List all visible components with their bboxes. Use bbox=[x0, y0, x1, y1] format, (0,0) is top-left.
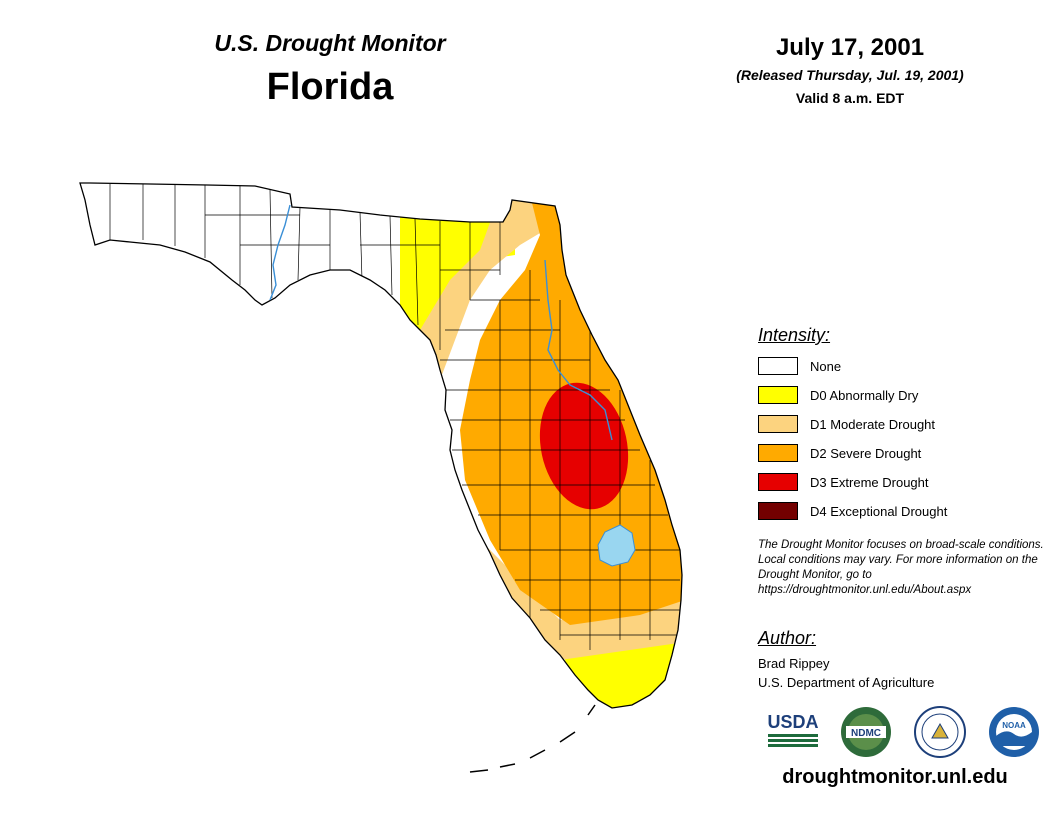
legend-swatch bbox=[758, 444, 798, 462]
website-url[interactable]: droughtmonitor.unl.edu bbox=[782, 766, 1008, 788]
legend-label: D2 Severe Drought bbox=[810, 445, 922, 461]
lake-okeechobee bbox=[597, 524, 636, 567]
disclaimer-note: The Drought Monitor focuses on broad-sca… bbox=[758, 539, 1044, 596]
release-date: (Released Thursday, Jul. 19, 2001) bbox=[736, 67, 964, 83]
legend-item: D4 Exceptional Drought bbox=[758, 501, 947, 521]
legend-swatch bbox=[758, 502, 798, 520]
legend-swatch bbox=[758, 386, 798, 404]
valid-time: Valid 8 a.m. EDT bbox=[795, 90, 905, 106]
st-johns-river bbox=[544, 259, 613, 441]
legend-heading: Intensity: bbox=[758, 325, 831, 345]
map-date: July 17, 2001 bbox=[775, 34, 925, 61]
legend-swatch bbox=[758, 415, 798, 433]
doc-logo[interactable] bbox=[914, 706, 966, 758]
legend-swatch bbox=[758, 357, 798, 375]
author-heading: Author: bbox=[758, 628, 817, 648]
noaa-logo[interactable]: NOAA bbox=[988, 706, 1040, 758]
d1-area bbox=[420, 195, 682, 660]
legend-swatch bbox=[758, 473, 798, 491]
author-organization: U.S. Department of Agriculture bbox=[758, 675, 935, 690]
ndmc-logo[interactable]: NDMC bbox=[840, 706, 892, 758]
map-subtitle: U.S. Drought Monitor bbox=[214, 30, 446, 56]
svg-text:NOAA: NOAA bbox=[1002, 721, 1026, 730]
legend-item: D3 Extreme Drought bbox=[758, 472, 929, 492]
legend-label: D4 Exceptional Drought bbox=[810, 503, 948, 519]
legend-label: D1 Moderate Drought bbox=[810, 416, 936, 432]
map-title: Florida bbox=[266, 66, 394, 108]
svg-text:USDA: USDA bbox=[767, 712, 818, 732]
legend-label: D3 Extreme Drought bbox=[810, 474, 929, 490]
author-name: Brad Rippey bbox=[758, 656, 830, 671]
florida-keys bbox=[469, 704, 596, 773]
legend-item: None bbox=[758, 356, 841, 376]
apalachicola-river bbox=[269, 204, 291, 301]
svg-text:NDMC: NDMC bbox=[851, 728, 881, 739]
county-lines bbox=[109, 184, 680, 650]
legend-item: D0 Abnormally Dry bbox=[758, 385, 918, 405]
legend-item: D1 Moderate Drought bbox=[758, 414, 935, 434]
florida-drought-map bbox=[79, 182, 683, 773]
legend-item: D2 Severe Drought bbox=[758, 443, 921, 463]
legend-label: None bbox=[810, 358, 842, 374]
legend-label: D0 Abnormally Dry bbox=[810, 387, 919, 403]
usda-logo[interactable]: USDA bbox=[766, 706, 820, 750]
